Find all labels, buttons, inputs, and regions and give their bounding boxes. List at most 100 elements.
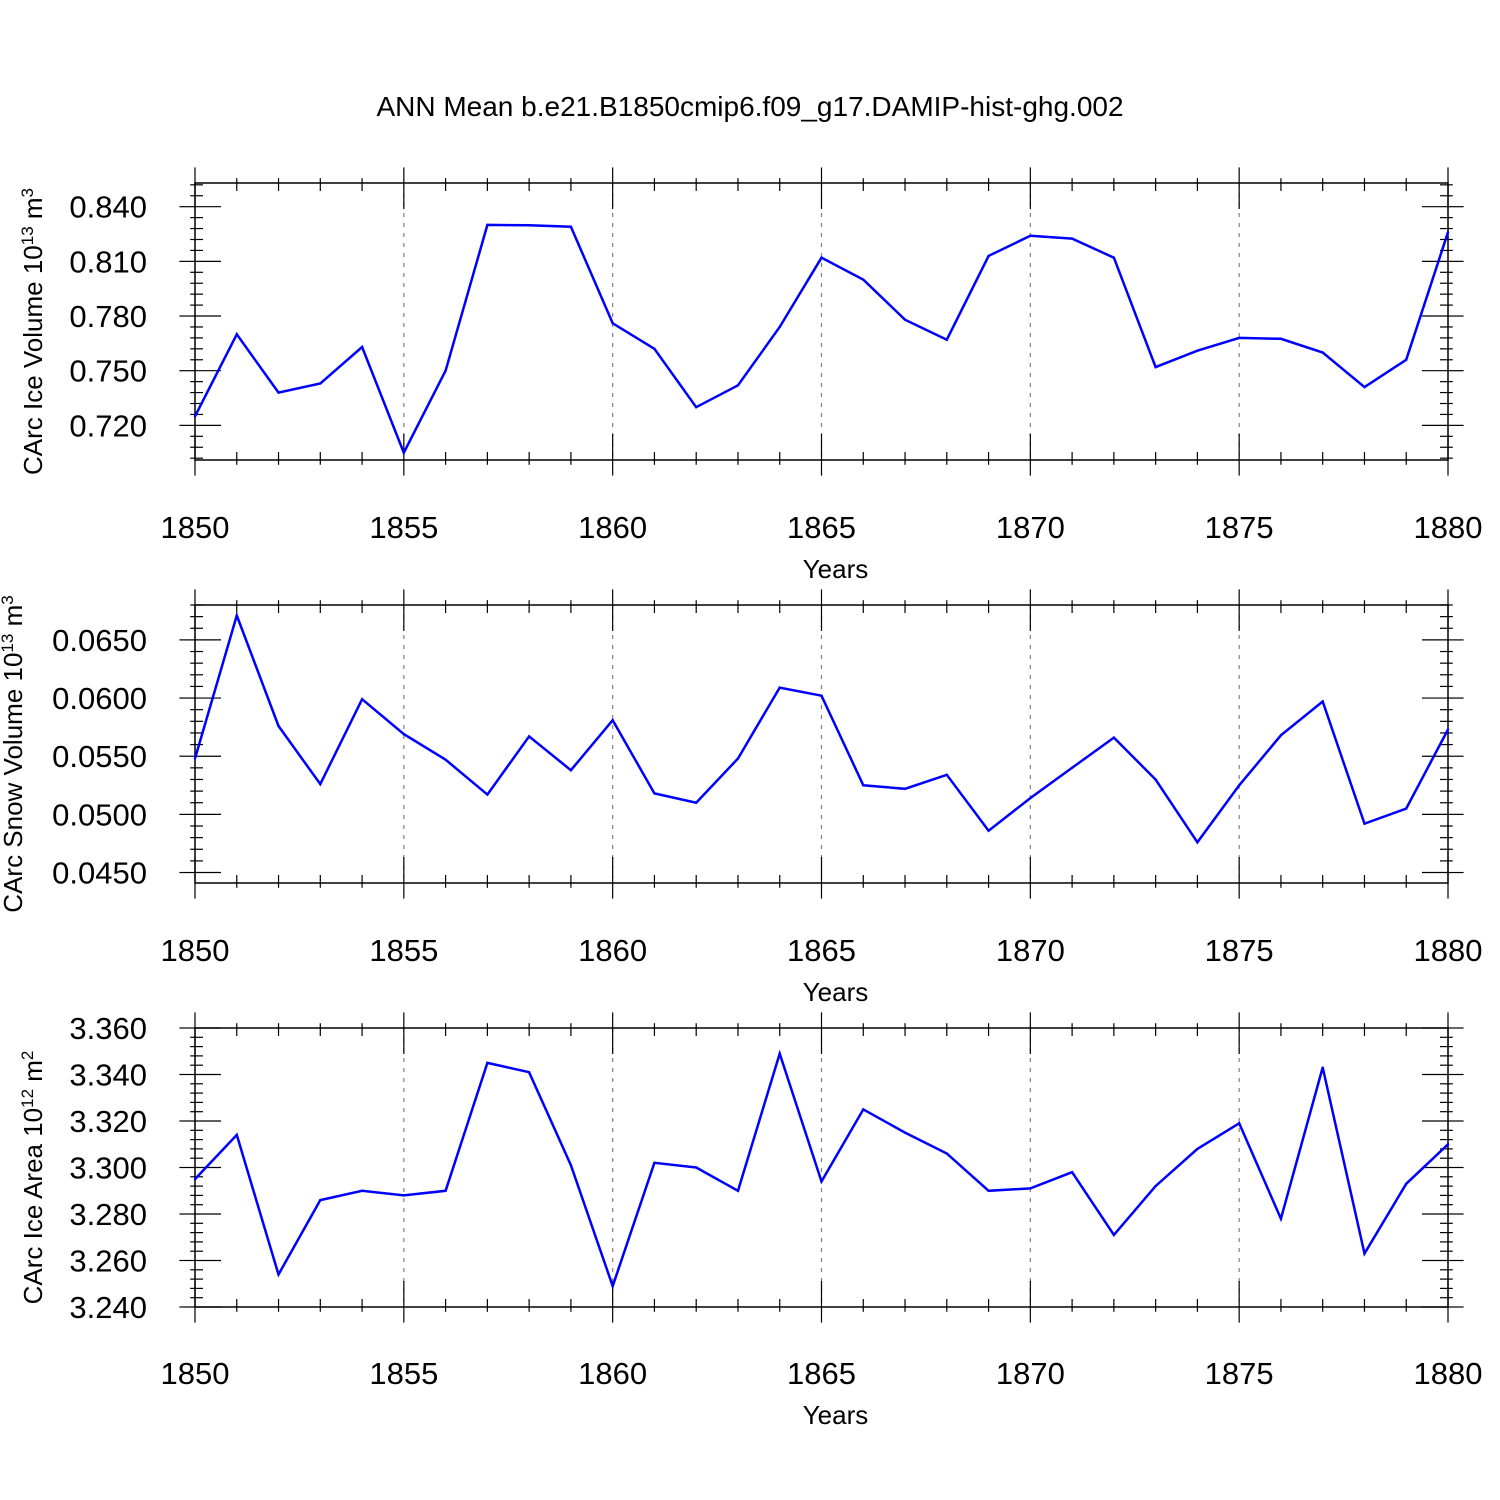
y-tick-label: 3.300 [69, 1151, 147, 1186]
y-tick-label: 0.0500 [52, 797, 147, 832]
data-point [402, 1194, 406, 1197]
data-point [1237, 1122, 1241, 1125]
data-point [736, 1189, 740, 1192]
x-tick-label: 1880 [1414, 933, 1483, 968]
x-tick-label: 1870 [996, 510, 1065, 545]
data-point [1029, 234, 1032, 238]
data-point [820, 1180, 823, 1183]
data-point [1070, 237, 1074, 240]
data-point [653, 1161, 656, 1165]
data-point [1321, 700, 1324, 703]
data-point [903, 1131, 907, 1134]
x-tick-label: 1855 [369, 1356, 438, 1391]
y-axis-title: CArc Ice Area 1012 m2 [18, 1051, 49, 1305]
data-point [444, 758, 447, 761]
data-point [1070, 766, 1074, 770]
data-point [1279, 734, 1283, 737]
data-point [1154, 365, 1157, 369]
x-tick-label: 1860 [578, 510, 647, 545]
data-point [1196, 1147, 1199, 1151]
y-tick-label: 0.720 [69, 408, 147, 443]
data-point [653, 792, 656, 795]
data-point [778, 325, 781, 329]
data-point [1237, 336, 1241, 340]
data-point [527, 1070, 531, 1074]
data-point [1196, 841, 1199, 844]
panel-1: 1850 1855 1860 1865 1870 1875 1880 0.720 0.750 0.… [18, 167, 1483, 584]
data-point [360, 1189, 364, 1192]
x-tick-label: 1880 [1414, 510, 1483, 545]
data-point [945, 773, 948, 777]
y-tick-label: 0.750 [69, 354, 147, 389]
panel-3: 1850 1855 1860 1865 1870 1875 1880 3.240 3.260 3.… [18, 1011, 1483, 1430]
data-point [1405, 358, 1408, 361]
data-point [778, 686, 781, 689]
data-point [277, 391, 280, 394]
data-point [1154, 778, 1157, 781]
y-axis-title: CArc Ice Volume 1013 m3 [18, 188, 49, 475]
x-tick-label: 1860 [578, 1356, 647, 1391]
data-point [820, 694, 823, 697]
x-tick-label: 1850 [161, 933, 230, 968]
y-tick-label: 3.260 [69, 1244, 147, 1279]
data-point [611, 718, 614, 722]
chart-title: ANN Mean b.e21.B1850cmip6.f09_g17.DAMIP-… [376, 91, 1124, 122]
data-point [235, 1133, 238, 1137]
data-point [611, 322, 614, 325]
y-tick-label: 3.240 [69, 1290, 147, 1325]
x-tick-label: 1875 [1205, 1356, 1274, 1391]
data-point [1279, 1217, 1283, 1220]
x-tick-label: 1860 [578, 933, 647, 968]
data-point [402, 732, 406, 736]
data-point [945, 1152, 948, 1155]
y-tick-label: 0.0650 [52, 623, 147, 658]
data-point [862, 784, 865, 787]
y-tick-label: 3.340 [69, 1058, 147, 1093]
x-axis-title: Years [803, 1400, 869, 1430]
data-point [945, 338, 948, 341]
data-point [1237, 784, 1241, 787]
y-tick-label: 0.0600 [52, 681, 147, 716]
data-point [1070, 1170, 1074, 1174]
data-point [444, 1189, 447, 1192]
data-point [277, 724, 280, 728]
data-point [360, 345, 364, 349]
data-point [402, 451, 406, 454]
data-point [486, 1061, 489, 1065]
data-point [193, 415, 197, 418]
data-point [987, 829, 990, 832]
data-point [486, 793, 489, 796]
x-tick-label: 1875 [1205, 933, 1274, 968]
data-point [235, 333, 238, 336]
data-point [235, 614, 238, 617]
series-line [193, 223, 1450, 456]
y-tick-label: 0.780 [69, 299, 147, 334]
x-axis-title: Years [803, 554, 869, 584]
x-tick-label: 1865 [787, 1356, 856, 1391]
x-tick-label: 1875 [1205, 510, 1274, 545]
data-point [527, 224, 531, 227]
data-point [1029, 1187, 1032, 1190]
data-point [360, 698, 364, 701]
y-tick-label: 0.0550 [52, 739, 147, 774]
x-tick-label: 1880 [1414, 1356, 1483, 1391]
data-point [862, 278, 865, 281]
data-point [862, 1108, 865, 1111]
data-point [1029, 796, 1032, 800]
x-tick-label: 1865 [787, 933, 856, 968]
data-point [1154, 1184, 1157, 1188]
data-point [820, 256, 823, 259]
y-tick-label: 0.0450 [52, 856, 147, 891]
x-tick-label: 1850 [161, 1356, 230, 1391]
data-point [1112, 256, 1116, 259]
data-point [1112, 736, 1116, 739]
data-point [193, 757, 197, 760]
data-point [1405, 807, 1408, 810]
data-point [569, 225, 573, 228]
data-point [1363, 1252, 1366, 1255]
data-point [277, 1273, 280, 1276]
y-tick-label: 3.280 [69, 1197, 147, 1232]
data-point [1405, 1182, 1408, 1185]
data-point [444, 369, 447, 372]
